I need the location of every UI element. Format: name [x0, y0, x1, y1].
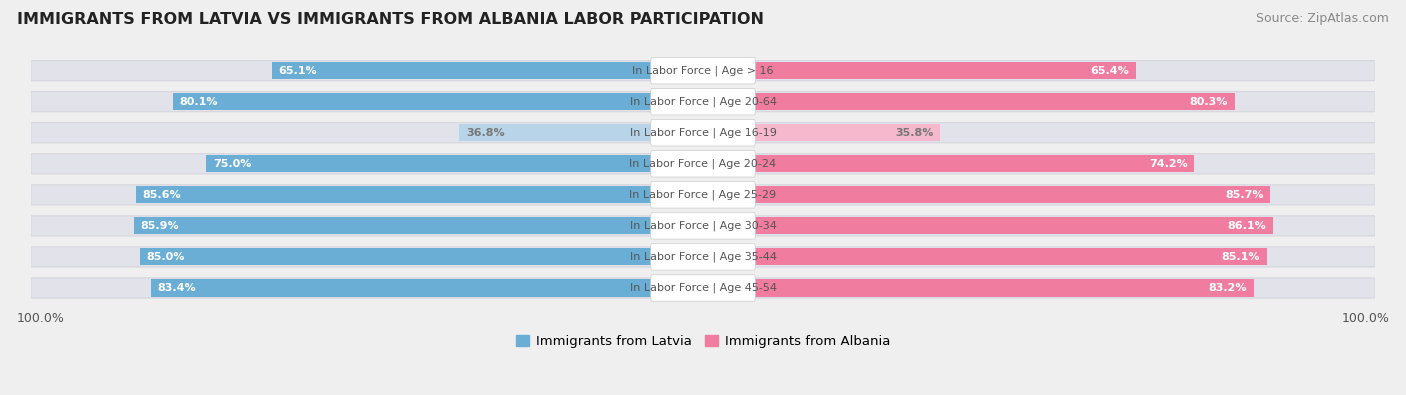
Bar	[755, 279, 1254, 297]
FancyBboxPatch shape	[651, 244, 755, 270]
Bar	[136, 186, 651, 203]
Bar	[150, 279, 651, 297]
FancyBboxPatch shape	[651, 88, 755, 115]
Bar	[271, 62, 651, 79]
Text: 80.3%: 80.3%	[1189, 97, 1227, 107]
Text: 35.8%: 35.8%	[896, 128, 934, 138]
Text: 85.0%: 85.0%	[146, 252, 186, 262]
Text: 86.1%: 86.1%	[1227, 221, 1267, 231]
FancyBboxPatch shape	[651, 275, 755, 301]
Text: 85.6%: 85.6%	[143, 190, 181, 200]
Bar	[755, 155, 1194, 172]
Bar	[755, 217, 1274, 235]
Text: IMMIGRANTS FROM LATVIA VS IMMIGRANTS FROM ALBANIA LABOR PARTICIPATION: IMMIGRANTS FROM LATVIA VS IMMIGRANTS FRO…	[17, 12, 763, 27]
Text: 74.2%: 74.2%	[1149, 159, 1188, 169]
Text: In Labor Force | Age 25-29: In Labor Force | Age 25-29	[630, 190, 776, 200]
Text: 83.4%: 83.4%	[157, 283, 195, 293]
Bar	[755, 93, 1234, 110]
Text: In Labor Force | Age 20-24: In Labor Force | Age 20-24	[630, 158, 776, 169]
Bar	[755, 248, 1267, 265]
FancyBboxPatch shape	[651, 120, 755, 146]
Text: In Labor Force | Age 45-54: In Labor Force | Age 45-54	[630, 283, 776, 293]
Text: Source: ZipAtlas.com: Source: ZipAtlas.com	[1256, 12, 1389, 25]
Bar	[173, 93, 651, 110]
Text: 85.1%: 85.1%	[1222, 252, 1260, 262]
Text: In Labor Force | Age 16-19: In Labor Force | Age 16-19	[630, 128, 776, 138]
Text: 85.9%: 85.9%	[141, 221, 180, 231]
FancyBboxPatch shape	[31, 92, 1375, 112]
FancyBboxPatch shape	[651, 213, 755, 239]
FancyBboxPatch shape	[651, 58, 755, 84]
Text: 75.0%: 75.0%	[212, 159, 252, 169]
Bar	[755, 124, 941, 141]
FancyBboxPatch shape	[651, 182, 755, 208]
FancyBboxPatch shape	[31, 61, 1375, 81]
Bar	[755, 186, 1271, 203]
Text: 83.2%: 83.2%	[1209, 283, 1247, 293]
Text: 36.8%: 36.8%	[465, 128, 505, 138]
FancyBboxPatch shape	[31, 216, 1375, 236]
Bar	[141, 248, 651, 265]
Text: 65.1%: 65.1%	[278, 66, 318, 76]
Bar	[207, 155, 651, 172]
FancyBboxPatch shape	[31, 154, 1375, 174]
Bar	[755, 62, 1136, 79]
Text: In Labor Force | Age > 16: In Labor Force | Age > 16	[633, 66, 773, 76]
Legend: Immigrants from Latvia, Immigrants from Albania: Immigrants from Latvia, Immigrants from …	[516, 335, 890, 348]
FancyBboxPatch shape	[31, 278, 1375, 298]
FancyBboxPatch shape	[31, 247, 1375, 267]
Text: 65.4%: 65.4%	[1091, 66, 1129, 76]
Text: 80.1%: 80.1%	[179, 97, 218, 107]
FancyBboxPatch shape	[31, 123, 1375, 143]
Bar	[134, 217, 651, 235]
Bar	[460, 124, 651, 141]
Text: In Labor Force | Age 30-34: In Labor Force | Age 30-34	[630, 221, 776, 231]
FancyBboxPatch shape	[31, 185, 1375, 205]
Text: 85.7%: 85.7%	[1226, 190, 1264, 200]
FancyBboxPatch shape	[651, 150, 755, 177]
Text: In Labor Force | Age 35-44: In Labor Force | Age 35-44	[630, 252, 776, 262]
Text: In Labor Force | Age 20-64: In Labor Force | Age 20-64	[630, 96, 776, 107]
